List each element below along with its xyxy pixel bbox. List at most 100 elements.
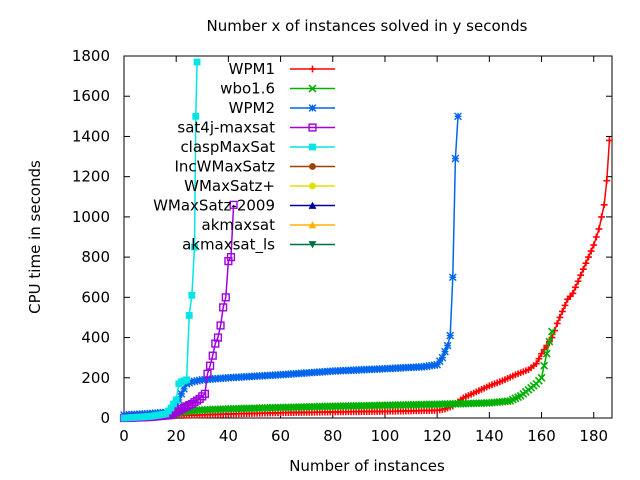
data-point [579, 265, 587, 273]
data-point [226, 253, 236, 262]
data-point [192, 112, 200, 120]
y-tick-label: 400 [81, 329, 110, 347]
data-point [603, 177, 611, 185]
data-point [191, 243, 198, 251]
x-tick-label: 100 [371, 427, 400, 445]
data-point [585, 253, 592, 261]
legend-entry: WPM1 [229, 60, 335, 78]
data-point [193, 58, 201, 66]
data-point [182, 402, 191, 411]
data-point [229, 200, 238, 209]
data-point [572, 283, 579, 291]
data-point [598, 213, 605, 221]
data-point [532, 360, 540, 368]
data-point [211, 339, 220, 348]
legend-entry: sat4j-maxsat [177, 119, 335, 137]
legend-marker [309, 65, 316, 73]
data-point [595, 225, 603, 233]
x-tick-label: 20 [167, 427, 186, 445]
data-point [559, 308, 566, 315]
series-claspmaxsat [120, 58, 201, 422]
data-point [177, 389, 186, 398]
data-point [600, 201, 608, 209]
legend-label: akmaxsat [202, 216, 276, 234]
legend-marker [308, 241, 317, 249]
y-tick-label: 1600 [72, 87, 110, 105]
data-point [213, 333, 223, 342]
legend-label: wbo1.6 [220, 80, 275, 98]
data-point [537, 373, 546, 382]
x-tick-label: 180 [579, 427, 608, 445]
axis-ticks: 0 20 40 60 80 100 120 140 160 1800200400600800100… [72, 47, 612, 445]
y-tick-label: 1200 [72, 168, 110, 186]
series-wpm1 [120, 137, 613, 422]
legend-label: claspMaxSat [180, 138, 275, 156]
legend-marker [308, 123, 317, 132]
x-tick-label: 120 [423, 427, 452, 445]
data-point [556, 314, 564, 321]
data-point [605, 137, 613, 144]
data-point [535, 355, 543, 363]
legend-label: sat4j-maxsat [177, 119, 275, 137]
x-tick-label: 60 [271, 427, 290, 445]
legend-label: WMaxSatz-2009 [153, 197, 275, 215]
x-tick-label: 0 [119, 427, 129, 445]
data-point [219, 303, 228, 312]
data-point [548, 327, 556, 336]
data-point [542, 349, 551, 358]
data-point [441, 347, 449, 356]
y-tick-label: 0 [100, 409, 110, 427]
legend-marker [308, 221, 317, 229]
data-point [170, 400, 177, 408]
x-tick-label: 140 [475, 427, 504, 445]
data-point [451, 154, 460, 163]
legend-label: WPM1 [229, 60, 275, 78]
legend-marker [309, 182, 316, 190]
data-point [545, 337, 554, 346]
legend-label: WPM2 [229, 99, 275, 117]
legend-label: WMaxSatz+ [184, 177, 275, 195]
legend-entry: wbo1.6 [220, 80, 335, 98]
data-point [203, 369, 212, 378]
data-point [185, 312, 193, 319]
legend-entry: akmaxsat [202, 216, 335, 234]
legend-entry: WMaxSatz-2009 [153, 197, 335, 215]
data-point [183, 376, 191, 384]
data-point [587, 247, 595, 255]
data-point [569, 289, 577, 297]
y-tick-label: 600 [81, 288, 110, 306]
legend-label: akmaxsat_ls [182, 236, 275, 255]
data-point [200, 389, 209, 398]
data-point [179, 403, 189, 412]
data-point [208, 351, 217, 360]
data-point [448, 273, 457, 282]
data-point [192, 396, 202, 405]
data-point [540, 361, 549, 370]
data-point [577, 271, 585, 279]
x-tick-label: 160 [527, 427, 556, 445]
data-point [592, 233, 600, 241]
chart-title: Number x of instances solved in y second… [207, 17, 528, 35]
legend-entry: WMaxSatz+ [184, 177, 335, 195]
y-tick-label: 1400 [72, 127, 110, 145]
legend-entry: akmaxsat_ls [182, 236, 335, 255]
legend-marker [309, 143, 316, 151]
data-point [206, 361, 215, 370]
y-tick-label: 1800 [72, 47, 110, 65]
data-point [177, 404, 186, 414]
data-point [216, 321, 225, 330]
y-axis-label: CPU time in seconds [26, 160, 44, 314]
data-point [180, 384, 188, 393]
data-point [446, 331, 455, 340]
legend-entry: IncWMaxSatz [175, 158, 335, 176]
data-point [454, 112, 462, 121]
legend-marker [309, 163, 316, 170]
x-tick-label: 40 [219, 427, 238, 445]
data-point [443, 341, 452, 350]
y-tick-label: 1000 [72, 208, 110, 226]
y-tick-label: 800 [81, 248, 110, 266]
data-point [172, 396, 180, 404]
series-layer [119, 58, 613, 423]
data-point [438, 353, 447, 362]
